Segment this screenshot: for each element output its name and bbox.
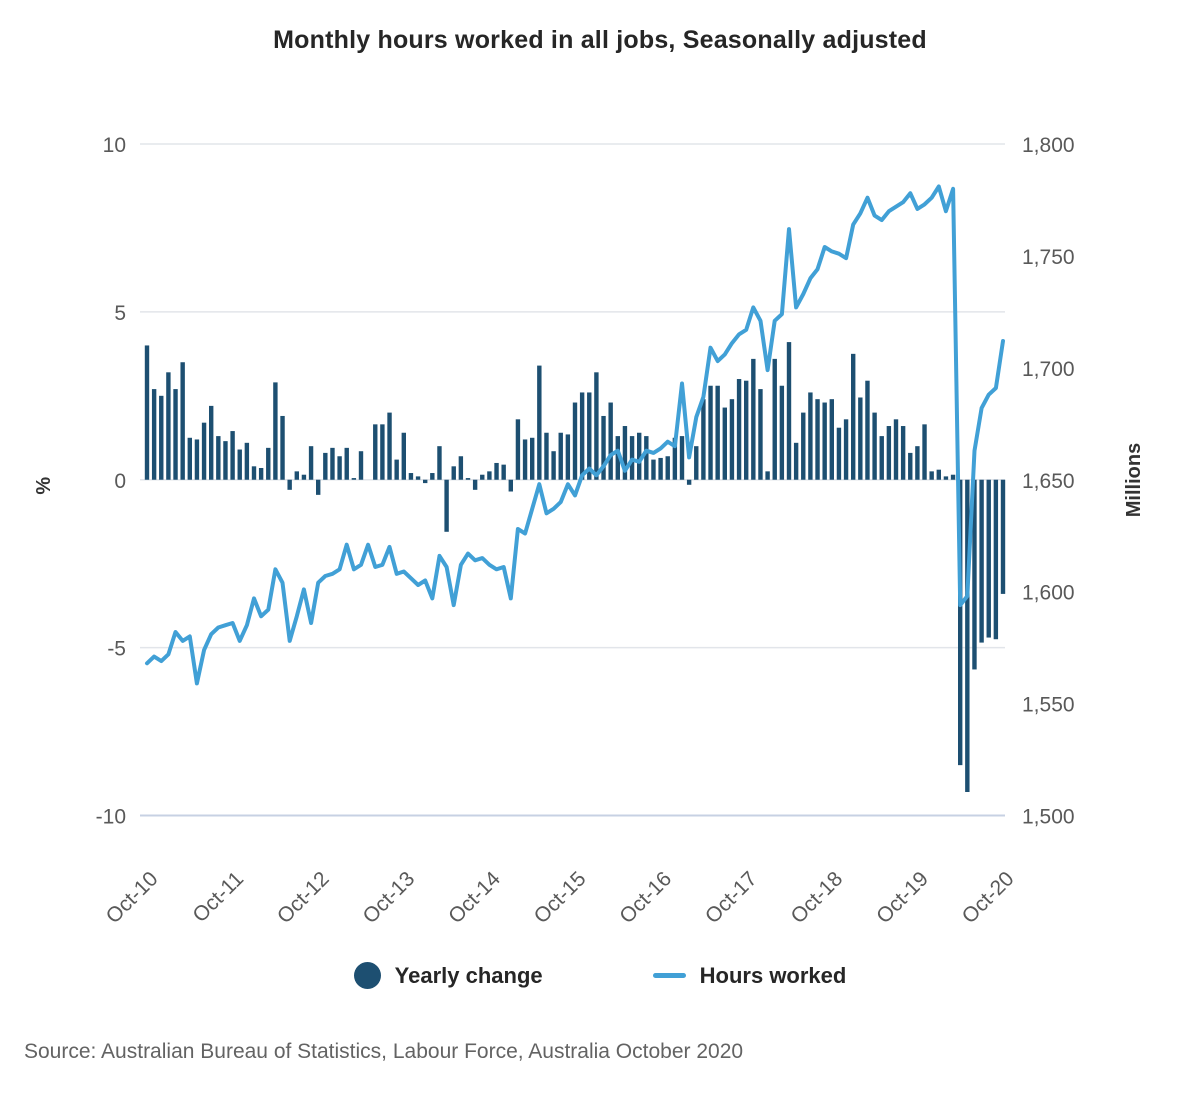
right-axis-tick-labels: 1,800 1,750 1,700 1,650 1,600 1,550 1,500 (1022, 134, 1075, 829)
yearly-change-bars (144, 342, 1006, 792)
right-axis-title: Millions (1123, 443, 1145, 517)
svg-text:Oct-12: Oct-12 (273, 867, 334, 928)
left-axis-title: % (33, 477, 55, 495)
svg-text:Oct-18: Oct-18 (787, 867, 848, 928)
svg-text:Oct-19: Oct-19 (872, 867, 933, 928)
source-note: Source: Australian Bureau of Statistics,… (24, 1040, 744, 1063)
chart-canvas: 1050-5-101,8001,7501,7001,6501,6001,5501… (33, 134, 1145, 928)
svg-text:0: 0 (114, 470, 126, 493)
svg-text:-10: -10 (96, 806, 126, 829)
svg-text:1,650: 1,650 (1022, 470, 1075, 493)
svg-text:-5: -5 (107, 638, 126, 661)
page-title: Monthly hours worked in all jobs, Season… (273, 26, 927, 54)
svg-text:Oct-10: Oct-10 (102, 867, 163, 928)
svg-text:1,500: 1,500 (1022, 806, 1075, 829)
x-axis-tick-labels: Oct-10 Oct-11 Oct-12 Oct-13 Oct-14 Oct-15 Oct-… (102, 867, 1019, 928)
legend-label-hours-worked: Hours worked (699, 962, 847, 988)
hours-worked-swatch-icon (652, 973, 686, 978)
svg-text:Oct-11: Oct-11 (188, 867, 248, 927)
svg-text:Oct-17: Oct-17 (701, 867, 762, 928)
svg-text:Oct-15: Oct-15 (530, 867, 591, 928)
svg-text:Oct-14: Oct-14 (444, 867, 505, 928)
legend-label-yearly-change: Yearly change (394, 962, 543, 988)
legend-item-hours-worked: Hours worked (652, 962, 847, 989)
svg-text:Oct-20: Oct-20 (958, 867, 1019, 928)
svg-text:1,550: 1,550 (1022, 694, 1075, 717)
hours-worked-line (145, 184, 1005, 686)
svg-text:1,700: 1,700 (1022, 358, 1075, 381)
svg-text:1,750: 1,750 (1022, 246, 1075, 269)
svg-text:10: 10 (103, 134, 126, 157)
svg-text:Oct-16: Oct-16 (615, 867, 676, 928)
svg-text:1,600: 1,600 (1022, 582, 1075, 605)
svg-text:Oct-13: Oct-13 (359, 867, 420, 928)
legend-item-yearly-change: Yearly change (353, 962, 543, 989)
legend: Yearly change Hours worked (0, 962, 1200, 989)
svg-text:1,800: 1,800 (1022, 134, 1075, 157)
yearly-change-swatch-icon (353, 962, 381, 989)
left-axis-tick-labels: 10 5 0 -5 -10 (96, 134, 126, 829)
svg-text:5: 5 (114, 302, 126, 325)
